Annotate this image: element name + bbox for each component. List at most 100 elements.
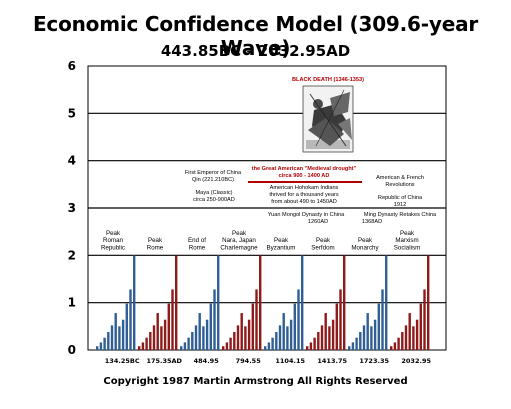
bar [259, 255, 262, 350]
bar [264, 346, 267, 350]
bar [138, 346, 141, 350]
bar [289, 319, 293, 350]
bar [275, 332, 278, 350]
bar [366, 313, 369, 350]
bar [167, 303, 170, 350]
bar [393, 342, 397, 350]
bar [348, 346, 351, 350]
bar [362, 325, 366, 350]
bar [328, 326, 331, 350]
bar [194, 325, 198, 350]
peak-label: Peak [316, 237, 331, 244]
bar [286, 326, 289, 350]
bar [213, 289, 216, 350]
bar [297, 289, 300, 350]
bar [377, 303, 380, 350]
annotation-qin-line2: Qin (221.210BC) [192, 177, 234, 183]
peak-label: Charlemagne [220, 244, 258, 251]
annotation-yuan-line2: 1260AD [308, 219, 328, 225]
x-axis-ticks: 134.25BC 175.35AD 484.95 794.55 1104.15 1413.… [105, 357, 432, 365]
peak-label: Peak [106, 230, 121, 237]
x-tick-label: 484.95 [194, 357, 220, 365]
bar [222, 346, 225, 350]
bar [152, 325, 156, 350]
annotation-yuan-line1: Yuan Mongol Dynasty in China [268, 212, 345, 218]
annotation-drought-line2: circa 900 - 1400 AD [279, 173, 330, 179]
peak-label: End of [188, 237, 206, 244]
bars [96, 255, 430, 350]
x-tick-label: 794.55 [236, 357, 262, 365]
annotation-french-line2: Revolutions [385, 182, 414, 188]
annotation-roc-line1: Republic of China [378, 195, 423, 201]
x-tick-label: 134.25BC [105, 357, 140, 365]
bar [415, 319, 419, 350]
annotation-qin-line1: First Emperor of China [185, 170, 242, 176]
bar [359, 332, 362, 350]
bar [267, 342, 271, 350]
annotation-maya-line2: circa 250-900AD [193, 197, 235, 203]
bar [156, 313, 159, 350]
peak-label: Serfdom [311, 244, 334, 251]
bar [335, 303, 338, 350]
bar [278, 325, 282, 350]
annotation-roc-line2: 1912 [394, 202, 406, 208]
bar [149, 332, 152, 350]
peak-label: Byzantium [267, 244, 296, 251]
copyright-footer: Copyright 1987 Martin Armstrong All Righ… [103, 376, 408, 387]
annotation-drought-line1: the Great American "Medieval drought" [252, 166, 357, 172]
bar [160, 326, 163, 350]
bar [301, 255, 304, 350]
bar [355, 337, 358, 350]
bar [205, 319, 209, 350]
bar [175, 255, 178, 350]
bar [129, 289, 132, 350]
bar [282, 313, 285, 350]
y-tick-label: 0 [68, 343, 76, 357]
bar [244, 326, 247, 350]
bar [427, 255, 430, 350]
bar [187, 337, 190, 350]
annotation-ming-line1: Ming Dynasty Retakes China [364, 212, 437, 218]
bar [240, 313, 243, 350]
bar [343, 255, 346, 350]
bar [183, 342, 187, 350]
annotation-ming-line2: 1368AD [362, 219, 382, 225]
peak-label: Peak [358, 237, 373, 244]
bar [412, 326, 415, 350]
bar [110, 325, 114, 350]
bar [118, 326, 121, 350]
bar [397, 337, 400, 350]
y-tick-label: 5 [68, 106, 76, 120]
bar [229, 337, 232, 350]
bar [255, 289, 258, 350]
bar [217, 255, 220, 350]
bar [225, 342, 229, 350]
bar [351, 342, 355, 350]
bar [209, 303, 212, 350]
bar [163, 319, 167, 350]
bar [233, 332, 236, 350]
bar [317, 332, 320, 350]
y-tick-label: 6 [68, 59, 76, 73]
peak-label: Roman [103, 237, 124, 244]
bar [385, 255, 388, 350]
bar [324, 313, 327, 350]
annotation-maya-line1: Maya (Classic) [196, 190, 233, 196]
peak-label: Rome [147, 244, 164, 251]
bar [309, 342, 313, 350]
black-death-woodcut-image [302, 85, 354, 153]
chart-title: Economic Confidence Model (309.6-year Wa… [32, 12, 479, 60]
x-tick-label: 1723.35 [359, 357, 389, 365]
bar [202, 326, 205, 350]
x-tick-label: 1104.15 [275, 357, 305, 365]
annotation-hohokam-line1: American Hohokam Indians [270, 185, 339, 191]
bar [198, 313, 201, 350]
bar [114, 313, 117, 350]
bar [145, 337, 148, 350]
bar [180, 346, 183, 350]
bar [191, 332, 194, 350]
y-axis-ticks: 0 1 2 3 4 5 6 [68, 59, 76, 357]
bar [339, 289, 342, 350]
